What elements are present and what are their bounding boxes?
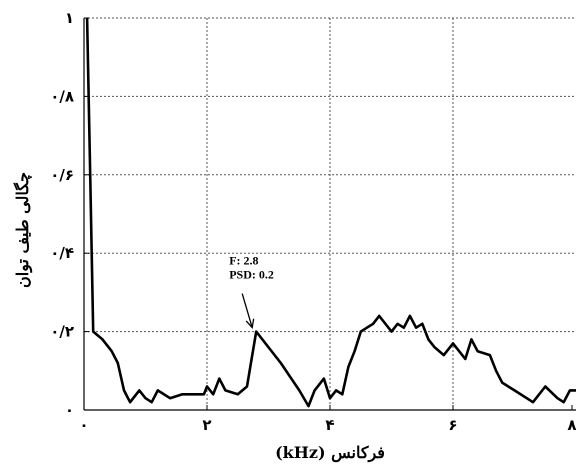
annotation-arrow-shaft [241, 293, 253, 328]
x-tick-label-1: ٢ [202, 416, 211, 434]
y-tick-label-3: ٠/۶ [50, 166, 74, 184]
y-tick-label-2: ٠/۴ [50, 244, 74, 262]
series-line-0 [85, 17, 576, 408]
x-tick-label-4: ٨ [567, 416, 576, 434]
y-tick-label-4: ٠/٨ [50, 87, 74, 105]
x-tick-label-2: ۴ [325, 416, 334, 434]
x-tick-label-3: ۶ [448, 416, 457, 434]
y-axis-ticks: ٠ ٠/٢ ٠/۴ ٠/۶ ٠/٨ ١ [50, 9, 89, 419]
y-tick-label-5: ١ [65, 9, 74, 27]
grid-lines [84, 17, 576, 410]
y-axis-label: چگالی طیف توان [13, 172, 33, 288]
y-tick-label-1: ٠/٢ [50, 323, 74, 341]
annotation-arrow-head [245, 318, 255, 330]
annotation-frequency-text: F: 2.8 [229, 254, 258, 268]
x-tick-label-0: ٠ [79, 416, 88, 434]
annotation-psd-text: PSD: 0.2 [229, 268, 274, 282]
series-group [85, 17, 576, 408]
y-tick-label-0: ٠ [65, 401, 74, 419]
x-axis-label: فرکانس (kHz) [275, 443, 385, 463]
x-axis-ticks: ٠ ٢ ۴ ۶ ٨ [79, 405, 576, 434]
